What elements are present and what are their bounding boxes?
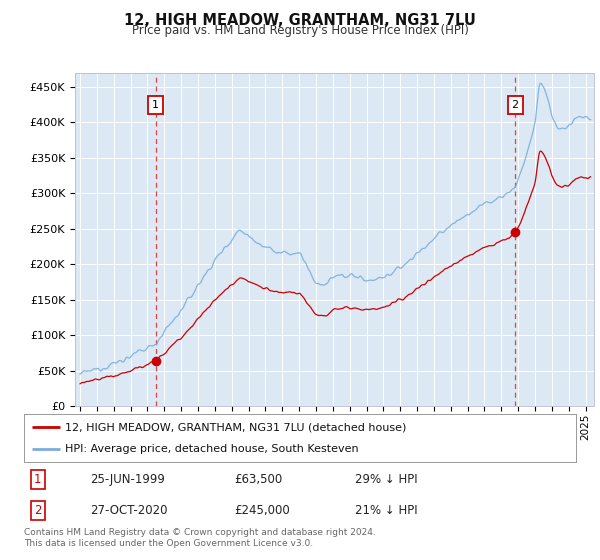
- Text: £245,000: £245,000: [234, 504, 290, 517]
- Text: 12, HIGH MEADOW, GRANTHAM, NG31 7LU (detached house): 12, HIGH MEADOW, GRANTHAM, NG31 7LU (det…: [65, 422, 407, 432]
- Text: 29% ↓ HPI: 29% ↓ HPI: [355, 473, 418, 486]
- Text: 21% ↓ HPI: 21% ↓ HPI: [355, 504, 418, 517]
- Text: Price paid vs. HM Land Registry's House Price Index (HPI): Price paid vs. HM Land Registry's House …: [131, 24, 469, 37]
- Text: 27-OCT-2020: 27-OCT-2020: [90, 504, 168, 517]
- Text: 2: 2: [512, 100, 519, 110]
- Text: Contains HM Land Registry data © Crown copyright and database right 2024.
This d: Contains HM Land Registry data © Crown c…: [24, 528, 376, 548]
- Text: 12, HIGH MEADOW, GRANTHAM, NG31 7LU: 12, HIGH MEADOW, GRANTHAM, NG31 7LU: [124, 13, 476, 28]
- Text: £63,500: £63,500: [234, 473, 282, 486]
- Text: HPI: Average price, detached house, South Kesteven: HPI: Average price, detached house, Sout…: [65, 444, 359, 454]
- Text: 1: 1: [34, 473, 41, 486]
- Text: 25-JUN-1999: 25-JUN-1999: [90, 473, 165, 486]
- Text: 1: 1: [152, 100, 159, 110]
- Text: 2: 2: [34, 504, 41, 517]
